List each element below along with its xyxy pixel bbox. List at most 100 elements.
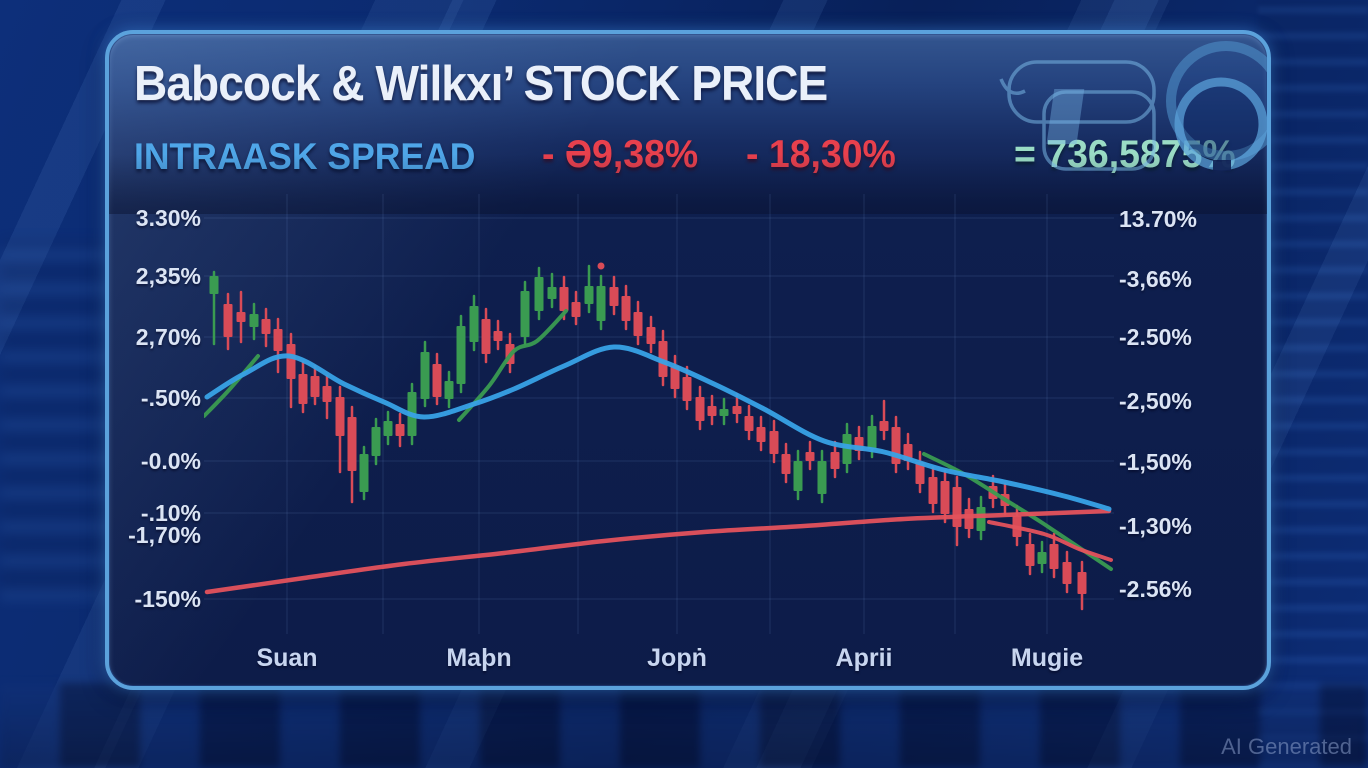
candle-body	[707, 406, 717, 416]
candle-body	[781, 454, 791, 474]
x-tick-label: Mugie	[1010, 644, 1084, 672]
x-tick-label: Jopṅ	[647, 644, 707, 672]
axis-tick-label: -150%	[134, 586, 201, 612]
candles	[209, 264, 1087, 611]
axis-tick-label: -.50%	[140, 385, 201, 411]
change-value-negative-2: - 18,30%	[746, 133, 896, 176]
candle-body	[395, 424, 405, 436]
candle-body	[1062, 562, 1072, 584]
candle-body	[1077, 572, 1087, 594]
candle-body	[695, 397, 705, 421]
candle-body	[609, 287, 619, 306]
candle-body	[646, 327, 656, 344]
x-tick-label: Maþn	[446, 644, 512, 672]
candle-body	[817, 461, 827, 494]
candle-body	[584, 286, 594, 304]
candle-body	[830, 452, 840, 469]
candle-body	[298, 374, 308, 404]
slow-ma-branch-line	[987, 520, 1113, 562]
candle-body	[359, 454, 369, 492]
candle-body	[432, 364, 442, 397]
axis-tick-label: -.10%	[140, 500, 201, 526]
slow-ma-line	[204, 508, 1112, 595]
candle-body	[383, 421, 393, 436]
candle-body	[670, 366, 680, 389]
candle-body	[310, 376, 320, 397]
fast-ma-line	[204, 344, 1112, 512]
grid-lines	[204, 194, 1114, 634]
candle-body	[744, 416, 754, 431]
candle-body	[952, 487, 962, 527]
x-axis: Suan Maþn Jopṅ Aprii Mugie	[204, 644, 1114, 680]
axis-tick-label: -3,66%	[1119, 266, 1192, 292]
candle-body	[469, 306, 479, 342]
axis-tick-label: -0.0%	[140, 448, 201, 474]
candle-body	[682, 377, 692, 401]
axis-tick-label: -1,30%	[1119, 513, 1192, 539]
y-axis-left: 3.30% 2,35% 2,70% -.50% -0.0% -.10% -1,70% -150…	[125, 194, 201, 634]
candle-body	[769, 431, 779, 454]
candle-body	[322, 386, 332, 402]
axis-tick-label: -1,50%	[1119, 449, 1192, 475]
candle-body	[347, 417, 357, 471]
candle-body	[223, 304, 233, 337]
candlestick-plot	[204, 194, 1114, 634]
change-value-negative-1: - Ə9,38%	[542, 133, 699, 176]
axis-tick-label: -2.56%	[1119, 576, 1192, 602]
x-tick-label: Aprii	[835, 644, 893, 672]
ai-generated-watermark: AI Generated	[1221, 734, 1352, 759]
candle-body	[444, 381, 454, 399]
candle-body	[719, 409, 729, 416]
trend-segment-2-line	[457, 309, 568, 422]
chart-title: Babcock & Wilkxı’ STOCK PRICE	[134, 57, 828, 111]
candle-body	[286, 344, 296, 379]
background-right-pattern	[1258, 0, 1368, 768]
candle-body	[976, 507, 986, 531]
candle-body	[249, 314, 259, 327]
candle-body	[940, 481, 950, 514]
candle-body	[964, 509, 974, 529]
axis-tick-label: 3.30%	[135, 205, 201, 231]
candle-body	[915, 462, 925, 484]
price-marker-dot	[597, 262, 605, 270]
candle-body	[633, 312, 643, 336]
background-circuit-bottom	[0, 683, 1368, 768]
candle-body	[879, 421, 889, 431]
candle-body	[621, 296, 631, 321]
candle-body	[1025, 544, 1035, 566]
candle-body	[793, 461, 803, 491]
candle-body	[596, 286, 606, 321]
subtitle-row: INTRAASK SPREAD - Ə9,38% - 18,30% = 736,…	[134, 130, 1244, 186]
axis-tick-label: 2,70%	[135, 324, 201, 350]
candle-body	[732, 406, 742, 414]
stock-chart-panel: Babcock & Wilkxı’ STOCK PRICE INTRAASK S…	[105, 30, 1271, 690]
candle-body	[1049, 544, 1059, 569]
candle-body	[481, 319, 491, 354]
axis-tick-label: 2,35%	[135, 263, 201, 289]
trend-segment-1-line	[204, 354, 260, 418]
candle-body	[335, 397, 345, 436]
axis-tick-label: 13.70%	[1119, 206, 1198, 232]
candle-body	[493, 331, 503, 341]
candle-body	[559, 287, 569, 311]
x-tick-label: Suan	[256, 644, 318, 672]
candle-body	[867, 426, 877, 449]
candle-body	[534, 277, 544, 311]
change-value-total: = 736,5875%	[1014, 133, 1236, 176]
axis-tick-label: -2,50%	[1119, 388, 1192, 414]
candle-body	[209, 276, 219, 294]
candle-body	[805, 452, 815, 461]
candle-body	[756, 427, 766, 442]
candle-body	[261, 319, 271, 334]
axis-tick-label: -2.50%	[1119, 324, 1192, 350]
candle-body	[371, 427, 381, 456]
candle-body	[571, 302, 581, 317]
candle-body	[928, 477, 938, 504]
chart-subtitle: INTRAASK SPREAD	[134, 136, 476, 177]
candle-body	[273, 329, 283, 351]
candle-body	[1037, 552, 1047, 564]
candle-body	[547, 287, 557, 299]
candle-body	[520, 291, 530, 337]
trend-segment-3-line	[922, 452, 1113, 571]
y-axis-right: 13.70% -3,66% -2.50% -2,50% -1,50% -1,30% -2.5…	[1119, 194, 1259, 634]
